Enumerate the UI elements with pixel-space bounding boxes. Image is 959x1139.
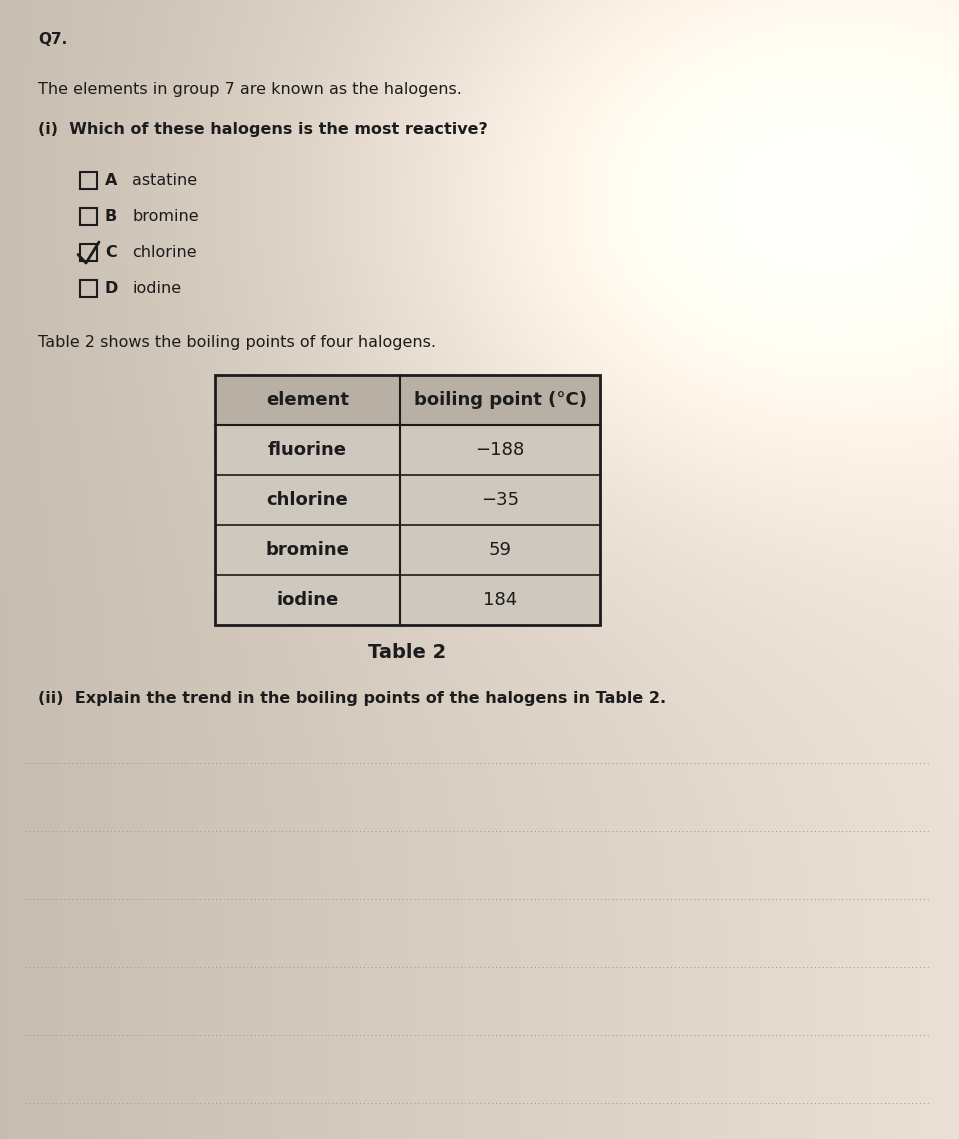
Text: −35: −35 [480, 491, 519, 509]
Text: D: D [105, 281, 118, 296]
Text: bromine: bromine [266, 541, 349, 559]
Text: 59: 59 [488, 541, 511, 559]
Text: (i)  Which of these halogens is the most reactive?: (i) Which of these halogens is the most … [38, 122, 488, 137]
Bar [80, 208, 97, 226]
Text: element: element [266, 391, 349, 409]
Text: The elements in group 7 are known as the halogens.: The elements in group 7 are known as the… [38, 82, 462, 97]
Text: Q7.: Q7. [38, 32, 67, 47]
Bar [215, 425, 600, 475]
Text: astatine: astatine [132, 173, 198, 188]
Bar [80, 172, 97, 189]
Bar [80, 244, 97, 261]
Text: chlorine: chlorine [132, 245, 197, 260]
Text: Table 2: Table 2 [368, 644, 447, 662]
Bar [215, 525, 600, 575]
Text: −188: −188 [476, 441, 525, 459]
Bar [215, 375, 600, 425]
Bar [215, 475, 600, 525]
Bar [215, 375, 600, 625]
Bar [80, 280, 97, 297]
Text: B: B [105, 208, 117, 224]
Text: bromine: bromine [132, 208, 199, 224]
Text: fluorine: fluorine [268, 441, 347, 459]
Text: iodine: iodine [276, 591, 339, 609]
Text: A: A [105, 173, 117, 188]
Bar [215, 575, 600, 625]
Text: boiling point (°C): boiling point (°C) [413, 391, 587, 409]
Text: Table 2 shows the boiling points of four halogens.: Table 2 shows the boiling points of four… [38, 335, 436, 350]
Text: C: C [105, 245, 117, 260]
Text: iodine: iodine [132, 281, 181, 296]
Text: chlorine: chlorine [267, 491, 348, 509]
Text: (ii)  Explain the trend in the boiling points of the halogens in Table 2.: (ii) Explain the trend in the boiling po… [38, 691, 667, 706]
Text: 184: 184 [483, 591, 517, 609]
